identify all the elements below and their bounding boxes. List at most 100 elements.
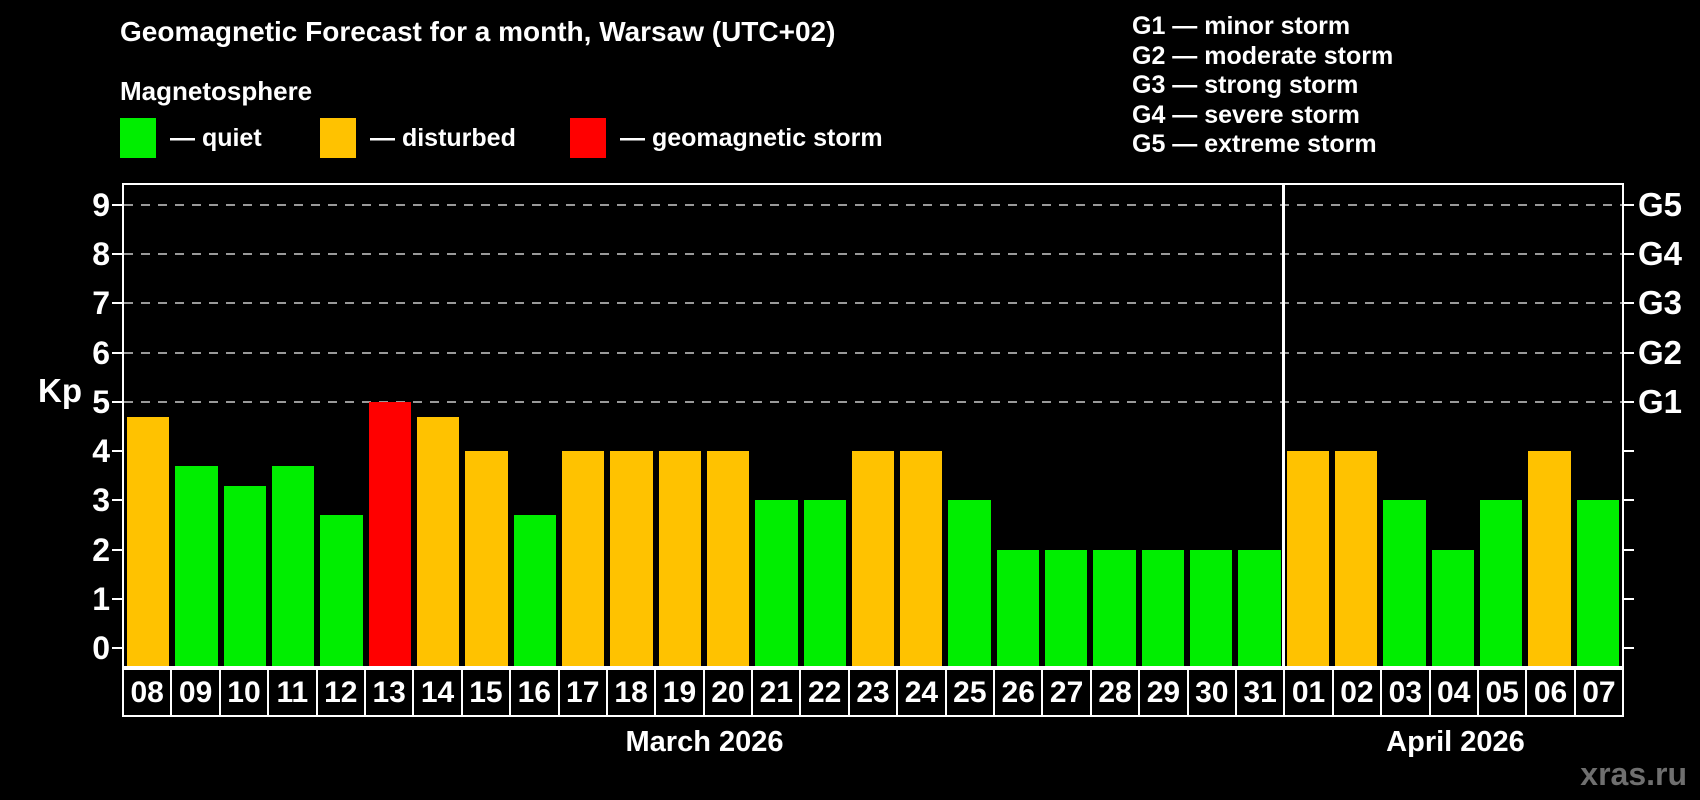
month-caption-march: March 2026 <box>625 726 784 758</box>
g-scale-axis-labels: G1 G2 G3 G4 G5 <box>1638 185 1698 666</box>
kp-bar-day-24 <box>900 451 943 666</box>
kp-bar-day-17 <box>561 451 605 666</box>
day-label-row: 08 09 10 11 12 13 14 15 16 17 18 19 20 21 22 23 24 25 26 27… <box>122 668 1624 717</box>
kp-bar-day-19 <box>658 451 701 666</box>
watermark-text: xras.ru <box>1580 756 1687 792</box>
kp-bar-day-29 <box>1141 549 1185 666</box>
kp-bar-day-14 <box>416 416 460 666</box>
y-axis-label-1: 1 <box>92 580 110 617</box>
day-label-10: 10 <box>218 670 267 715</box>
kp-bar-day-04 <box>1431 549 1475 666</box>
legend-item-disturbed: — disturbed <box>320 118 516 158</box>
legend-item-quiet: — quiet <box>120 118 262 158</box>
day-label-15: 15 <box>460 670 509 715</box>
y-axis-label-4: 4 <box>92 433 110 470</box>
y-axis-label-9: 9 <box>92 186 110 223</box>
legend-label-storm: — geomagnetic storm <box>620 123 883 152</box>
plot-area <box>112 183 1634 668</box>
storm-color-swatch <box>570 118 606 158</box>
left-axis-tick-0 <box>112 647 122 650</box>
day-label-04: 04 <box>1428 670 1477 715</box>
g5-legend-line: G5 — extreme storm <box>1132 130 1377 159</box>
g-axis-label-g3: G3 <box>1638 284 1683 322</box>
left-axis-tick-1 <box>112 597 122 600</box>
g-axis-label-g2: G2 <box>1638 333 1683 371</box>
kp-bar-day-27 <box>1045 549 1088 666</box>
right-axis-tick-7 <box>1624 302 1634 305</box>
g3-legend-line: G3 — strong storm <box>1132 71 1359 100</box>
day-label-31: 31 <box>1234 670 1283 715</box>
kp-bar-day-01 <box>1286 451 1330 666</box>
day-label-21: 21 <box>751 670 799 715</box>
gridline-kp5 <box>124 400 1622 403</box>
day-label-01: 01 <box>1283 670 1331 715</box>
kp-bar-day-12 <box>320 515 363 666</box>
day-label-16: 16 <box>509 670 557 715</box>
kp-bar-day-13 <box>368 401 411 666</box>
y-axis-label-8: 8 <box>92 235 110 272</box>
day-label-06: 06 <box>1525 670 1573 715</box>
gridline-kp8 <box>124 252 1622 255</box>
day-label-11: 11 <box>267 670 315 715</box>
left-axis-tick-6 <box>112 351 122 354</box>
kp-bar-day-31 <box>1238 549 1281 666</box>
gridline-kp9 <box>124 203 1622 206</box>
quiet-color-swatch <box>120 118 156 158</box>
left-axis-tick-9 <box>112 203 122 206</box>
kp-bar-day-28 <box>1093 549 1136 666</box>
day-label-17: 17 <box>557 670 606 715</box>
left-axis-tick-3 <box>112 499 122 502</box>
day-label-05: 05 <box>1476 670 1525 715</box>
g-axis-label-g5: G5 <box>1638 185 1683 223</box>
day-label-24: 24 <box>896 670 944 715</box>
left-axis-tick-2 <box>112 548 122 551</box>
month-boundary-line <box>1282 185 1286 666</box>
day-label-13: 13 <box>363 670 412 715</box>
kp-bar-day-03 <box>1383 500 1426 666</box>
gridline-kp6 <box>124 351 1622 354</box>
g1-legend-line: G1 — minor storm <box>1132 12 1351 40</box>
right-axis-tick-8 <box>1624 252 1634 255</box>
day-label-03: 03 <box>1380 670 1428 715</box>
kp-bar-day-25 <box>948 500 991 666</box>
y-axis-tick-labels: 0 1 2 3 4 5 6 7 8 9 <box>0 185 110 667</box>
left-axis-tick-5 <box>112 400 122 403</box>
kp-bar-day-18 <box>610 451 653 666</box>
legend-label-disturbed: — disturbed <box>370 123 516 152</box>
day-label-20: 20 <box>702 670 751 715</box>
magnetosphere-subtitle: Magnetosphere <box>120 76 313 106</box>
day-label-09: 09 <box>170 670 218 715</box>
g-axis-label-g1: G1 <box>1638 382 1683 420</box>
right-axis-tick-4 <box>1624 450 1634 453</box>
storm-scale-legend: G1 — minor storm G2 — moderate storm G3 … <box>1132 12 1393 160</box>
kp-bar-day-06 <box>1528 451 1571 666</box>
day-label-28: 28 <box>1089 670 1138 715</box>
kp-bar-day-11 <box>271 465 315 666</box>
right-axis-tick-2 <box>1624 548 1634 551</box>
month-caption-april: April 2026 <box>1386 726 1525 758</box>
day-label-07: 07 <box>1573 670 1622 715</box>
day-label-12: 12 <box>315 670 364 715</box>
day-label-29: 29 <box>1138 670 1186 715</box>
day-label-23: 23 <box>847 670 896 715</box>
gridline-kp7 <box>124 302 1622 305</box>
kp-bar-day-08 <box>127 416 170 666</box>
kp-bar-day-10 <box>223 485 266 666</box>
right-axis-tick-5 <box>1624 400 1634 403</box>
kp-bar-day-30 <box>1190 549 1233 666</box>
right-axis-tick-0 <box>1624 647 1634 650</box>
g4-legend-line: G4 — severe storm <box>1132 100 1360 129</box>
left-axis-tick-7 <box>112 302 122 305</box>
y-axis-label-5: 5 <box>92 383 110 420</box>
kp-bar-day-02 <box>1335 451 1378 666</box>
day-label-08: 08 <box>130 675 164 709</box>
day-label-26: 26 <box>993 670 1041 715</box>
kp-bar-day-09 <box>175 465 218 666</box>
day-label-30: 30 <box>1186 670 1235 715</box>
kp-bar-day-22 <box>803 500 846 666</box>
legend-label-quiet: — quiet <box>170 123 262 152</box>
right-axis-tick-1 <box>1624 597 1634 600</box>
left-axis-tick-8 <box>112 252 122 255</box>
kp-bar-day-21 <box>755 500 798 666</box>
